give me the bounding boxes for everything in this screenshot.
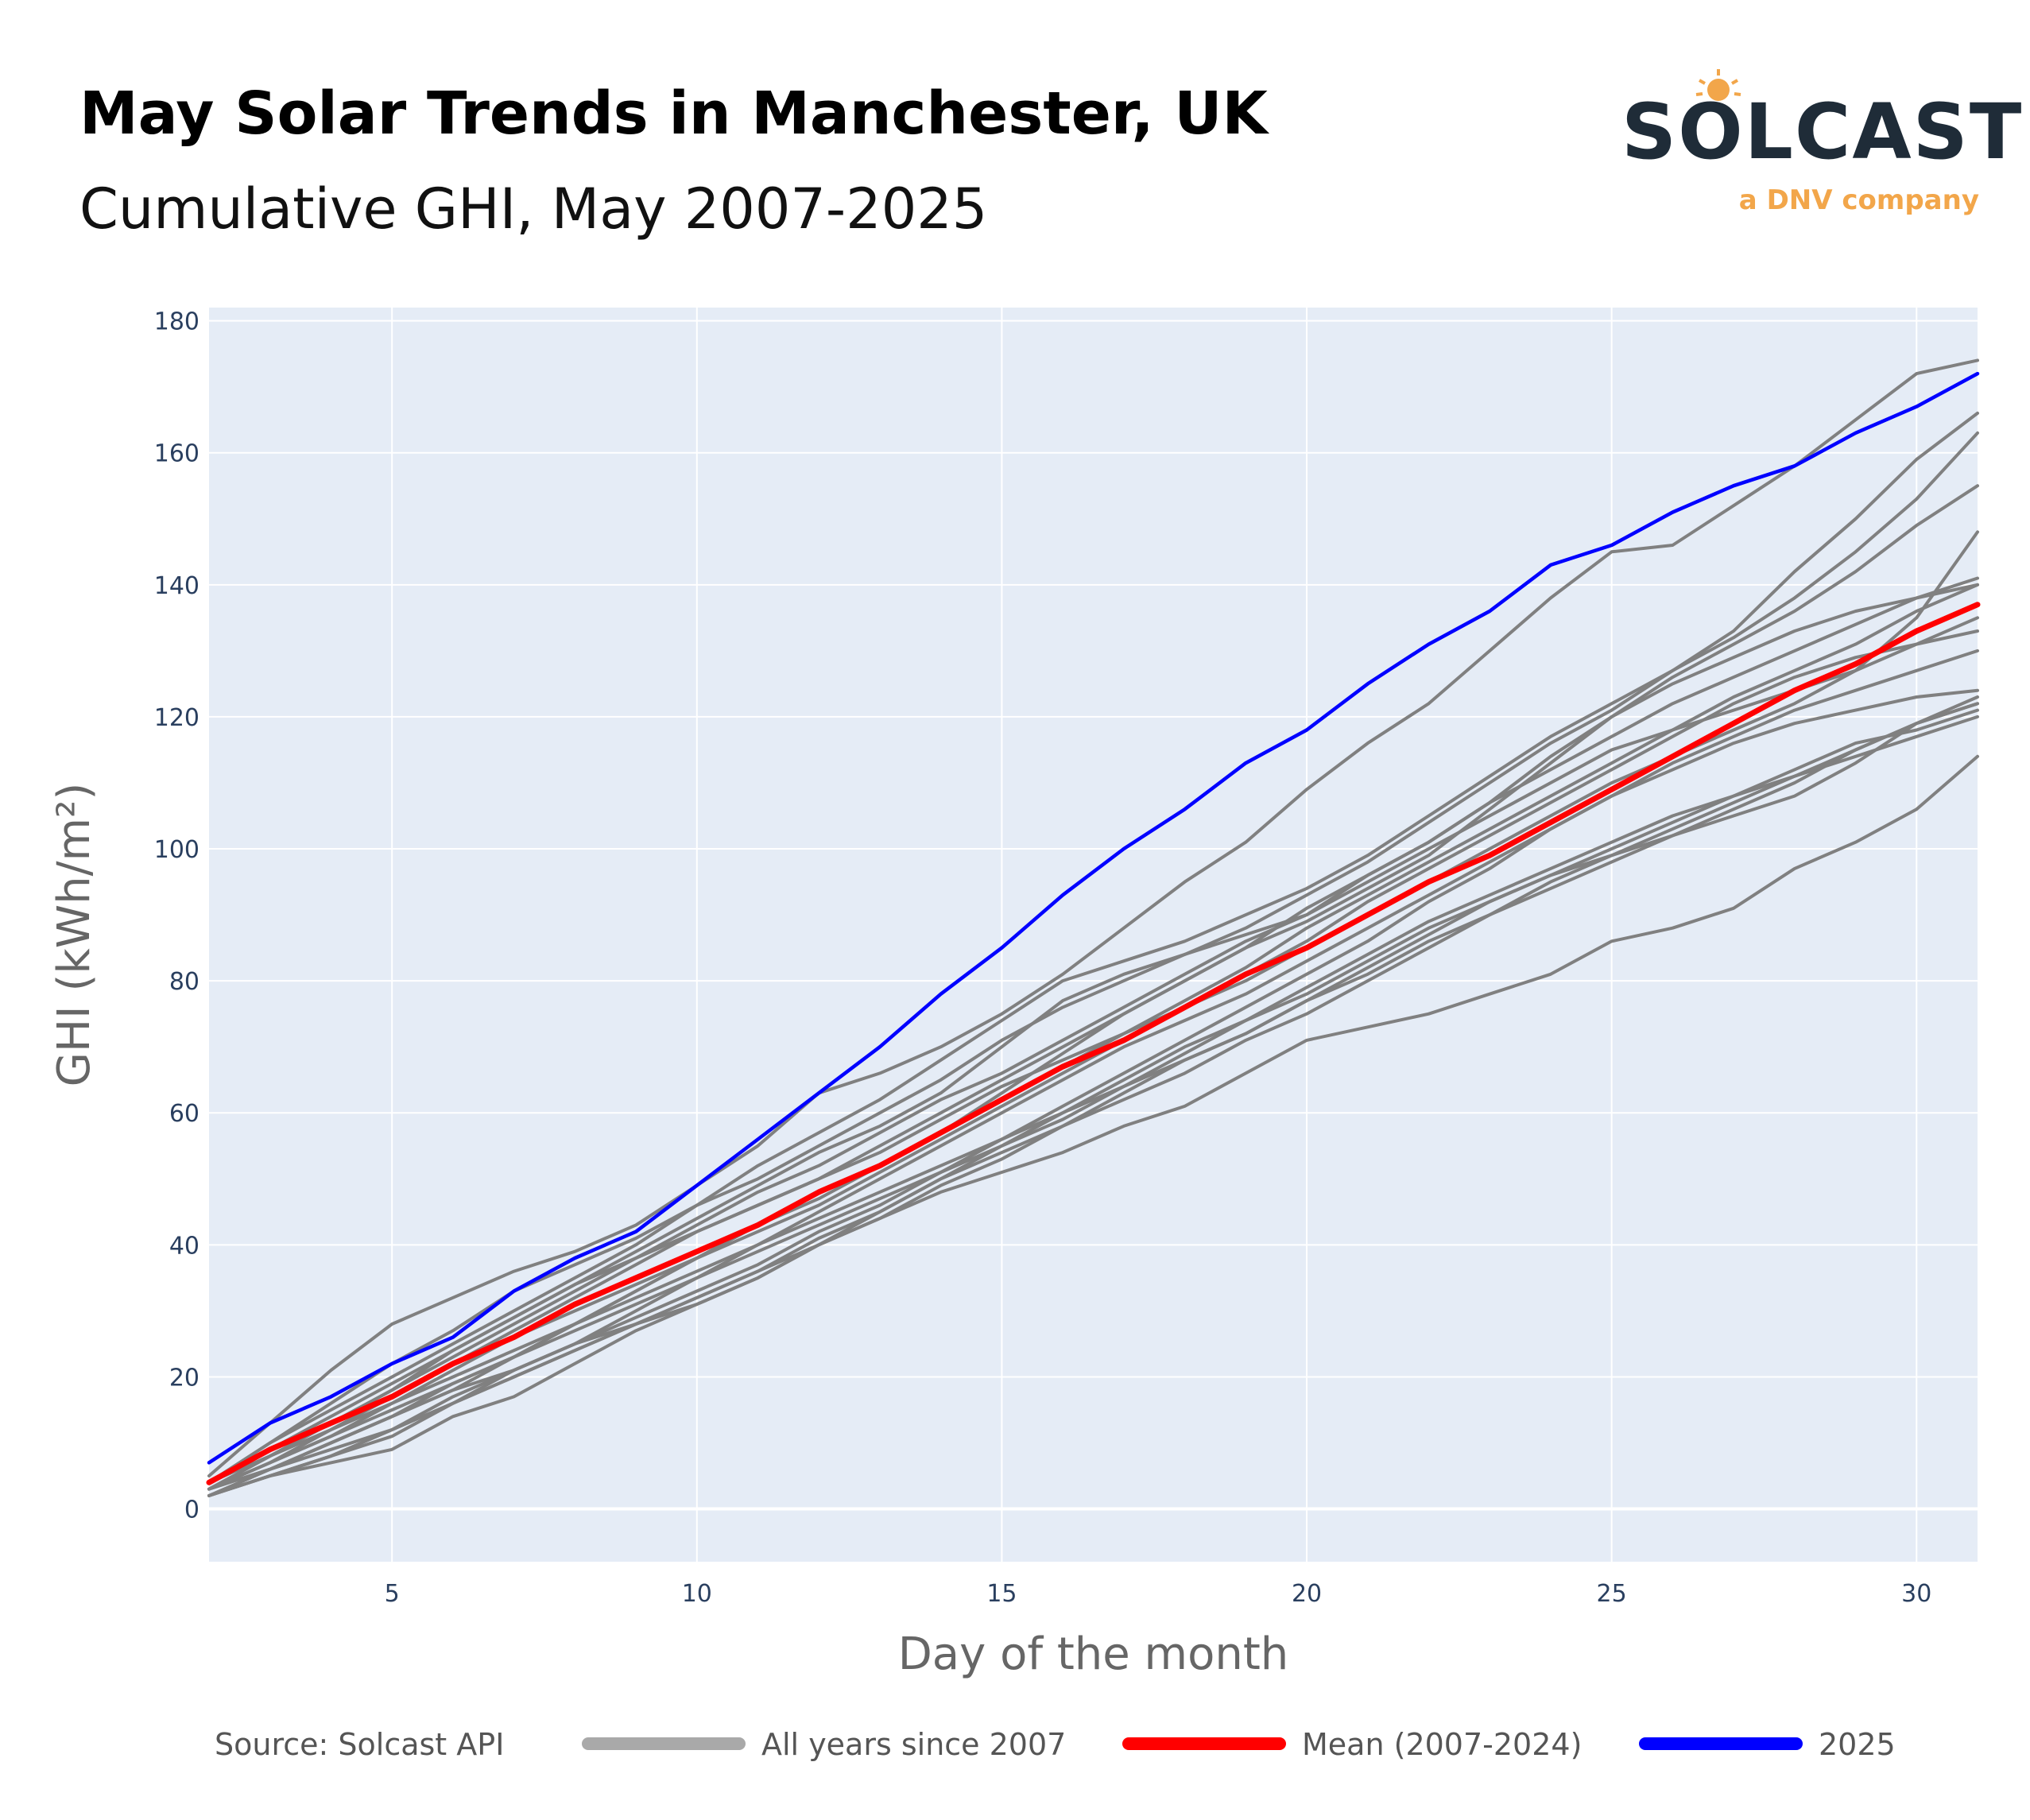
x-tick-label: 20	[1292, 1580, 1322, 1608]
series-line-year-n	[207, 714, 1979, 1497]
series-line-year-d	[207, 484, 1979, 1491]
x-axis-title: Day of the month	[898, 1628, 1289, 1680]
y-tick-label: 180	[154, 308, 200, 336]
legend-source: Source: Solcast API	[215, 1727, 504, 1762]
legend-label: 2025	[1819, 1727, 1896, 1762]
x-tick-label: 30	[1901, 1580, 1931, 1608]
y-tick-label: 60	[169, 1100, 200, 1128]
legend-label: All years since 2007	[761, 1727, 1066, 1762]
series-line-mean-2007-2024-	[206, 602, 1981, 1485]
legend-label: Mean (2007-2024)	[1302, 1727, 1582, 1762]
chart-title: May Solar Trends in Manchester, UK	[79, 79, 1268, 148]
series-line-year-m	[207, 708, 1979, 1491]
sun-icon	[1695, 69, 1741, 101]
chart-subtitle: Cumulative GHI, May 2007-2025	[79, 176, 988, 242]
series-line-2025	[207, 371, 1980, 1465]
y-axis-title: GHI (kWh/m²)	[48, 783, 100, 1087]
logo-tagline: a DNV company	[1738, 184, 1979, 216]
y-tick-label: 80	[169, 968, 200, 996]
y-tick-label: 0	[184, 1497, 200, 1524]
x-tick-label: 15	[986, 1580, 1017, 1608]
y-tick-label: 140	[154, 572, 200, 600]
y-tick-label: 100	[154, 836, 200, 864]
x-tick-label: 5	[385, 1580, 400, 1608]
series-line-year-f	[207, 576, 1979, 1491]
y-tick-label: 120	[154, 704, 200, 732]
series-line-year-o	[207, 754, 1979, 1491]
plot-background	[209, 308, 1978, 1562]
y-tick-label: 40	[169, 1232, 200, 1260]
axis-ticks: 0 20 40 60 80 100 120 140 160 180 5 10 15 20 25 30	[154, 308, 1932, 1608]
x-tick-label: 25	[1597, 1580, 1627, 1608]
series-line-year-l	[207, 702, 1979, 1485]
series-line-year-p	[207, 702, 1979, 1497]
y-tick-label: 20	[169, 1364, 200, 1392]
legend: Source: Solcast API All years since 2007 M…	[215, 1727, 1896, 1762]
series-lines	[206, 358, 1981, 1497]
logo-wordmark: SOLCAST	[1621, 87, 2024, 176]
y-tick-label: 160	[154, 440, 200, 468]
x-tick-label: 10	[682, 1580, 712, 1608]
series-line-year-a	[207, 358, 1979, 1477]
solcast-logo: SOLCAST a DNV company	[1614, 64, 2021, 223]
